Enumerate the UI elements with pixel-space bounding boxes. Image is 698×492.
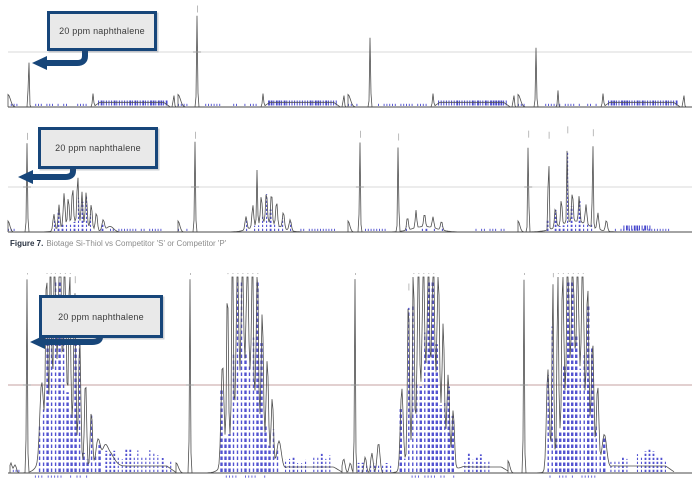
callout-naphthalene-row2: 20 ppm naphthalene <box>38 127 158 169</box>
figure-caption: Figure 7. Biotage Si-Thiol vs Competitor … <box>10 239 226 248</box>
figure-caption-label: Figure 7. <box>10 239 44 248</box>
figure-caption-text: Biotage Si-Thiol vs Competitor 'S' or Co… <box>46 239 227 248</box>
callout-naphthalene-row3: 20 ppm naphthalene <box>39 295 163 338</box>
callout-text: 20 ppm naphthalene <box>59 26 145 36</box>
chromatogram-row-si-thiol <box>7 5 692 108</box>
callout-text: 20 ppm naphthalene <box>55 143 141 153</box>
callout-text: 20 ppm naphthalene <box>58 311 144 322</box>
callout-naphthalene-row1: 20 ppm naphthalene <box>47 11 157 51</box>
chromatogram-row-no-cleanup <box>8 273 692 478</box>
chromatogram-row-competitor <box>7 126 692 233</box>
